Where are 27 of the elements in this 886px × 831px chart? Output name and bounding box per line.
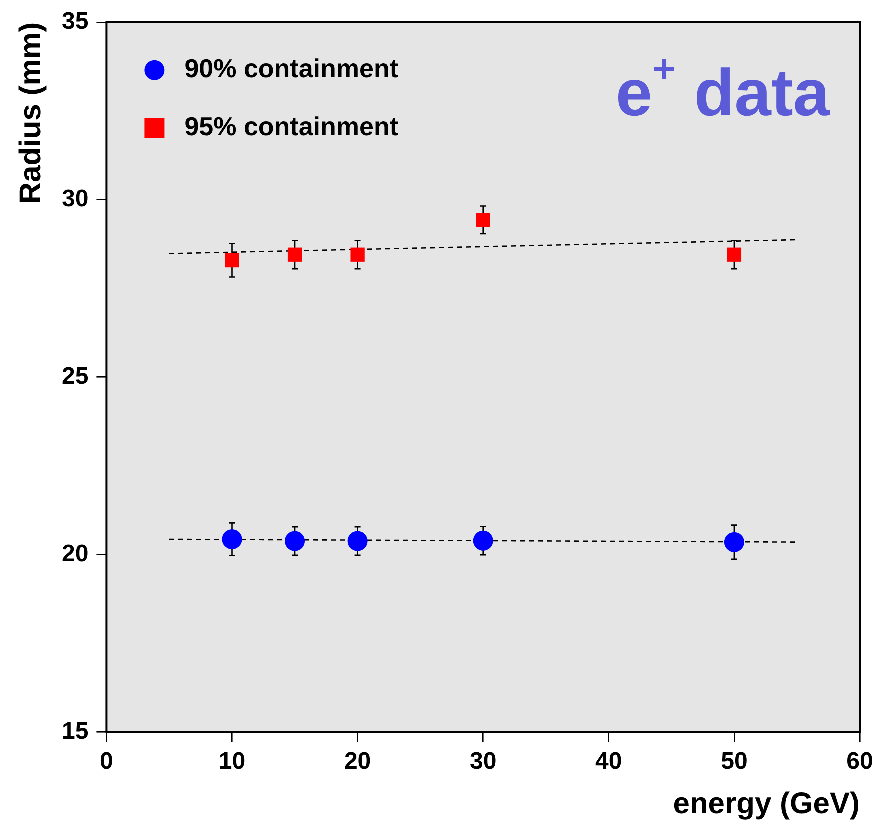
x-tick-label: 10 xyxy=(218,748,246,776)
point xyxy=(350,248,365,262)
x-tick-label: 0 xyxy=(100,748,114,776)
point xyxy=(348,531,368,552)
point xyxy=(288,248,302,262)
y-tick-label: 20 xyxy=(62,540,89,568)
point xyxy=(727,248,742,262)
x-tick-label: 50 xyxy=(721,748,748,776)
point xyxy=(724,532,744,552)
x-axis-title: energy (GeV) xyxy=(673,787,860,820)
point xyxy=(476,213,490,228)
annotation: e+ data xyxy=(616,47,832,130)
legend-label: 90% containment xyxy=(184,54,399,84)
point xyxy=(225,253,240,268)
legend-label: 95% containment xyxy=(184,112,399,142)
point xyxy=(222,529,242,550)
point xyxy=(285,531,306,552)
x-tick-label: 40 xyxy=(596,748,622,776)
y-tick-label: 15 xyxy=(62,718,89,745)
y-tick-label: 35 xyxy=(62,8,89,36)
y-axis-title: Radius (mm) xyxy=(14,22,48,204)
x-tick-label: 60 xyxy=(846,748,874,776)
x-tick-label: 30 xyxy=(470,748,497,776)
x-tick-label: 20 xyxy=(344,748,372,776)
y-tick-label: 25 xyxy=(62,362,89,390)
point xyxy=(473,530,494,551)
y-tick-label: 30 xyxy=(62,185,89,212)
